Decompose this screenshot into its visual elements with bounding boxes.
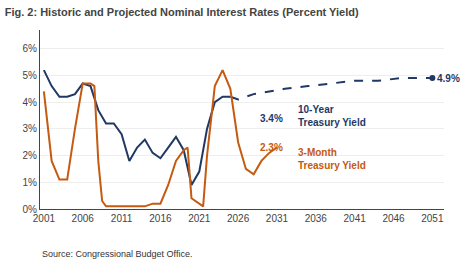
svg-text:3-MonthTreasury Yield: 3-MonthTreasury Yield — [298, 147, 366, 171]
svg-text:2016: 2016 — [149, 213, 172, 224]
svg-text:2046: 2046 — [382, 213, 405, 224]
svg-text:0%: 0% — [23, 204, 38, 215]
svg-text:2036: 2036 — [305, 213, 328, 224]
svg-text:3.4%: 3.4% — [260, 113, 283, 124]
svg-text:5%: 5% — [23, 70, 38, 81]
svg-text:2011: 2011 — [111, 213, 133, 224]
svg-text:1%: 1% — [23, 177, 38, 188]
svg-text:6%: 6% — [23, 43, 38, 54]
svg-text:2.3%: 2.3% — [260, 142, 283, 153]
svg-text:2051: 2051 — [421, 213, 444, 224]
svg-text:4.9%: 4.9% — [437, 73, 460, 84]
svg-text:2031: 2031 — [266, 213, 289, 224]
svg-text:3%: 3% — [23, 123, 38, 134]
svg-text:2001: 2001 — [33, 213, 56, 224]
svg-text:2021: 2021 — [188, 213, 211, 224]
svg-text:2026: 2026 — [227, 213, 250, 224]
svg-text:Source: Congressional Budget O: Source: Congressional Budget Office. — [42, 249, 192, 259]
svg-text:Fig. 2: Historic and Projected: Fig. 2: Historic and Projected Nominal I… — [5, 6, 359, 18]
svg-text:2%: 2% — [23, 150, 38, 161]
svg-text:4%: 4% — [23, 97, 38, 108]
svg-text:10-YearTreasury Yield: 10-YearTreasury Yield — [298, 104, 366, 128]
svg-text:2041: 2041 — [344, 213, 367, 224]
svg-text:2006: 2006 — [72, 213, 95, 224]
